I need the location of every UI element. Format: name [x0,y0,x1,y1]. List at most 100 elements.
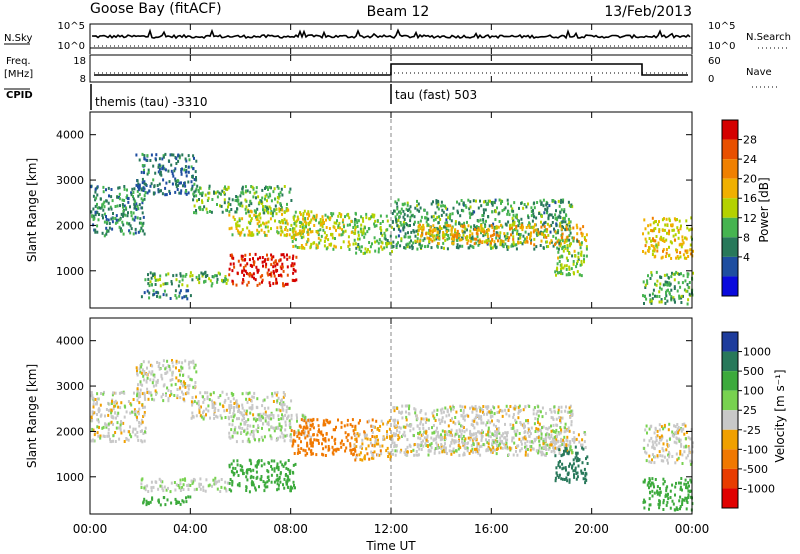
scatter-cell [664,297,667,300]
scatter-cell [236,403,239,406]
scatter-cell [242,472,245,475]
scatter-cell [496,226,498,230]
scatter-cell [417,202,420,206]
scatter-cell [472,237,475,241]
scatter-cell [564,409,567,413]
scatter-cell [522,206,525,210]
scatter-cell [501,209,504,213]
scatter-cell [151,397,154,401]
scatter-cell [507,210,510,214]
scatter-cell [559,239,561,243]
scatter-cell [573,440,576,444]
scatter-cell [473,417,476,421]
scatter-cell [171,373,174,377]
scatter-cell [519,449,521,453]
scatter-cell [251,395,254,399]
scatter-cell [538,443,541,447]
scatter-cell [425,430,428,434]
scatter-cell [130,435,133,439]
scatter-cell [235,224,238,228]
scatter-cell [670,288,673,292]
scatter-cell [245,489,248,492]
scatter-cell [276,262,279,266]
scatter-cell [422,426,425,430]
scatter-cell [373,444,376,448]
scatter-cell [554,479,557,483]
scatter-cell [559,420,562,424]
scatter-cell [342,230,345,234]
scatter-cell [257,413,260,417]
scatter-cell [93,216,96,220]
scatter-cell [178,486,181,490]
scatter-cell [142,415,145,418]
scatter-cell [450,409,452,413]
scatter-cell [670,223,672,227]
scatter-cell [394,449,397,453]
scatter-cell [506,212,509,216]
scatter-cell [287,459,290,462]
scatter-cell [374,219,377,223]
scatter-cell [486,241,489,245]
scatter-cell [295,278,298,282]
scatter-cell [245,205,248,209]
scatter-cell [550,433,553,437]
scatter-cell [399,229,402,233]
scatter-cell [457,211,459,215]
scatter-cell [264,205,267,209]
scatter-cell [393,406,396,410]
scatter-cell [342,240,345,244]
scatter-cell [678,439,681,443]
scatter-cell [154,480,157,484]
scatter-cell [282,391,285,394]
scatter-cell [537,233,540,237]
scatter-cell [181,283,184,287]
scatter-cell [260,435,263,439]
scatter-cell [358,432,361,436]
scatter-cell [208,186,211,190]
scatter-cell [344,431,347,435]
scatter-cell [193,211,195,215]
scatter-cell [560,208,563,212]
scatter-cell [568,464,571,468]
scatter-cell [503,442,506,446]
scatter-cell [306,240,309,244]
scatter-cell [290,264,293,268]
scatter-cell [486,232,489,236]
scatter-cell [354,242,357,246]
scatter-cell [198,274,201,278]
scatter-cell [463,221,466,225]
scatter-cell [419,206,422,210]
scatter-cell [189,274,192,278]
scatter-cell [226,278,229,282]
scatter-cell [307,228,310,232]
scatter-cell [275,393,278,397]
scatter-cell [339,226,342,230]
scatter-cell [214,479,216,483]
scatter-cell [249,272,251,275]
scatter-cell [583,260,585,264]
scatter-cell [445,452,448,455]
scatter-cell [121,203,124,206]
scatter-cell [496,206,498,210]
scatter-cell [224,398,227,402]
scatter-cell [204,193,207,197]
scatter-cell [281,265,284,269]
scatter-cell [645,459,648,463]
scatter-cell [328,243,331,247]
scatter-cell [658,435,661,439]
scatter-cell [277,487,280,491]
scatter-cell [276,226,279,230]
scatter-cell [231,483,234,487]
scatter-cell [478,405,481,409]
scatter-cell [570,242,572,246]
scatter-cell [240,412,243,416]
scatter-cell [406,445,409,449]
scatter-cell [399,221,402,224]
scatter-cell [562,452,565,456]
scatter-cell [389,252,392,256]
scatter-cell [316,433,319,437]
scatter-cell [385,214,388,218]
scatter-cell [443,246,445,250]
scatter-cell [480,415,483,419]
scatter-cell [109,205,112,209]
